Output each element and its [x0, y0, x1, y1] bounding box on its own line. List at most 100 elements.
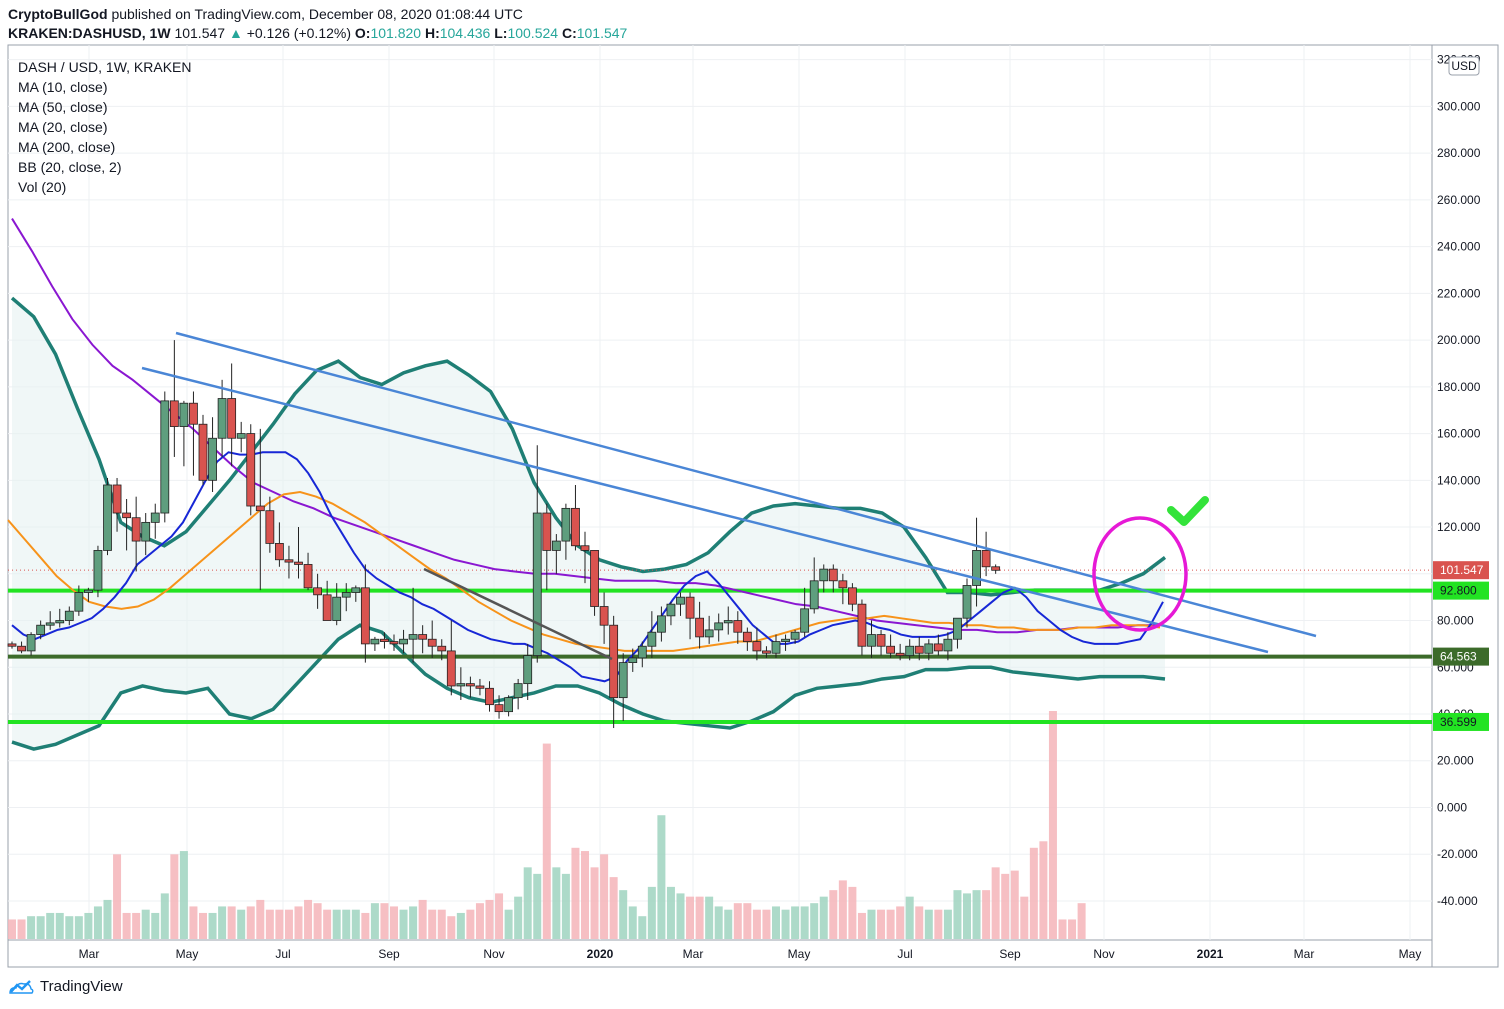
candle-body [809, 580, 819, 610]
volume-bar [561, 873, 570, 939]
volume-bar [418, 899, 427, 939]
volume-bar [1048, 711, 1057, 939]
candle-body [924, 643, 934, 654]
candle-body [704, 629, 714, 638]
candle-body [695, 617, 704, 638]
check-mark-icon [1167, 496, 1209, 526]
volume-bar [886, 909, 895, 939]
volume-bar [218, 906, 227, 939]
candle-body [819, 568, 829, 582]
candle-body [933, 643, 943, 652]
legend-bb[interactable]: BB (20, close, 2) [18, 159, 122, 175]
y-tick-label: 20.000 [1437, 754, 1474, 768]
volume-bar [542, 743, 551, 939]
volume-bar [791, 906, 800, 939]
volume-bar [256, 899, 265, 939]
volume-bar [361, 912, 370, 939]
candle-body [380, 638, 389, 642]
candle-body [504, 697, 514, 713]
candle-body [685, 596, 695, 619]
close-label: C: [561, 25, 577, 41]
candle-body [838, 580, 848, 589]
y-tick-label: 160.000 [1437, 427, 1481, 441]
x-tick-label: Mar [683, 947, 704, 961]
price-tag-label: 101.547 [1440, 563, 1484, 577]
volume-bar [199, 912, 207, 939]
candle-body [475, 685, 485, 689]
volume-bar [953, 890, 962, 939]
candle-body [714, 622, 724, 631]
legend-ma50[interactable]: MA (50, close) [18, 99, 108, 115]
author-name[interactable]: CryptoBullGod [8, 6, 108, 22]
candle-body [551, 540, 561, 551]
candlesticks [7, 340, 1001, 729]
volume-bar [351, 909, 360, 939]
time-axis[interactable]: Mar May Jul Sep Nov 2020 Mar May Jul Sep Nov 2021 Ma… [79, 947, 1422, 961]
candle-body [657, 615, 666, 633]
x-tick-label: 2020 [587, 947, 614, 961]
candle-body [55, 620, 65, 624]
volume-bar [867, 909, 876, 939]
volume-bar [485, 899, 494, 939]
volume-bar [437, 909, 446, 939]
legend-ma10[interactable]: MA (10, close) [18, 79, 108, 95]
volume-bar [323, 909, 332, 939]
candle-body [332, 596, 342, 621]
volume-bar [179, 851, 188, 939]
price-axis[interactable]: 320.000300.000280.000260.000240.000220.0… [1437, 53, 1481, 908]
candle-body [781, 638, 790, 642]
volume-bar [103, 899, 112, 939]
high-value: 104.436 [439, 25, 491, 41]
volume-bar [877, 909, 886, 939]
candle-body [17, 645, 26, 652]
candle-body [284, 559, 294, 563]
candle-body [370, 638, 380, 645]
volume-bar [390, 906, 398, 939]
candle-body [676, 596, 685, 605]
candle-body [828, 568, 838, 582]
x-tick-label: 2021 [1197, 947, 1224, 961]
candle-body [752, 641, 762, 652]
candle-body [857, 603, 867, 647]
volume-bar [160, 893, 169, 939]
volume-bar [27, 916, 36, 939]
candle-body [771, 641, 781, 654]
legend-ma20[interactable]: MA (20, close) [18, 119, 108, 135]
y-tick-label: 200.000 [1437, 333, 1481, 347]
volume-bar [265, 909, 274, 939]
volume-bar [275, 909, 284, 939]
legend-volume[interactable]: Vol (20) [18, 179, 67, 195]
volume-bar [93, 906, 102, 939]
candle-body [112, 484, 122, 514]
volume-bar [638, 916, 647, 939]
candle-body [160, 400, 170, 514]
volume-bar [46, 912, 55, 939]
candle-body [800, 608, 810, 633]
volume-bar [743, 903, 752, 939]
candle-body [762, 650, 771, 654]
y-tick-label: 260.000 [1437, 193, 1481, 207]
volume-bar [733, 903, 742, 939]
candle-body [666, 603, 676, 617]
volume-bar [829, 890, 838, 939]
volume-bar [141, 909, 150, 939]
tradingview-label: TradingView [40, 978, 123, 995]
candle-body [446, 650, 456, 687]
candle-body [991, 566, 1001, 571]
volume-bar [170, 854, 179, 939]
candle-body [456, 683, 466, 687]
volume-bar [686, 896, 695, 939]
candle-body [580, 545, 590, 551]
volume-bar [132, 912, 141, 939]
x-tick-label: May [176, 947, 199, 961]
candle-body [418, 634, 428, 640]
legend-symbol[interactable]: DASH / USD, 1W, KRAKEN [18, 59, 192, 75]
legend-ma200[interactable]: MA (200, close) [18, 139, 116, 155]
volume-bar [982, 890, 991, 939]
x-tick-label: Jul [275, 947, 290, 961]
tradingview-logo[interactable]: TradingView [8, 978, 123, 995]
candle-body [494, 704, 504, 713]
close-value: 101.547 [576, 25, 628, 41]
volume-bar [619, 890, 628, 939]
